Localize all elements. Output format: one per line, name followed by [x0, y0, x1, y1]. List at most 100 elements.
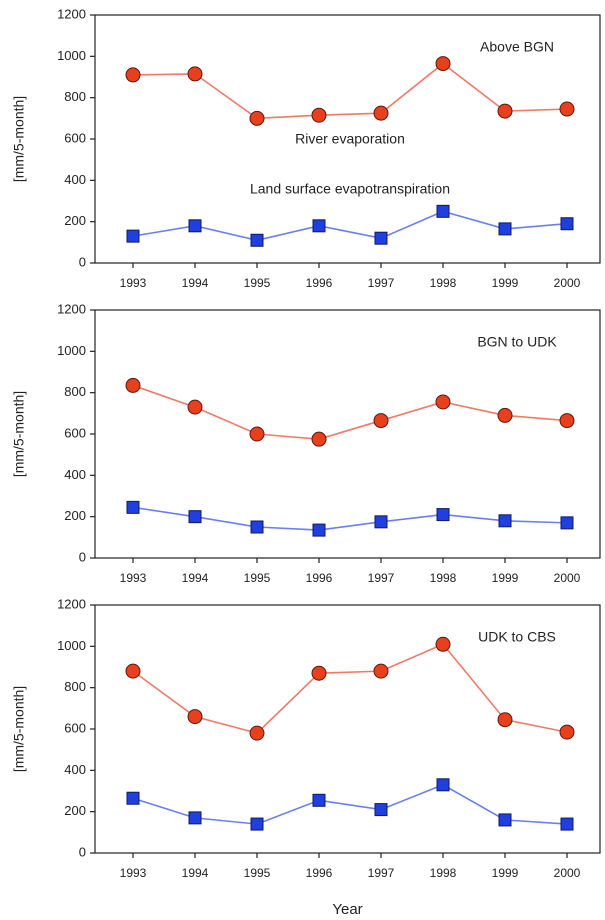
data-point: [559, 413, 575, 429]
data-point: [497, 712, 513, 728]
y-tick-label: 1200: [57, 6, 86, 21]
x-tick-label: 2000: [554, 276, 581, 290]
data-point: [373, 105, 389, 121]
y-tick-label: 600: [64, 720, 86, 735]
data-point: [125, 663, 141, 679]
series-line: [132, 62, 568, 120]
data-point: [126, 500, 140, 514]
y-tick-label: 1200: [57, 301, 86, 316]
x-tick-label: 1994: [182, 866, 209, 880]
y-tick-label: 800: [64, 384, 86, 399]
y-tick-label: 1000: [57, 638, 86, 653]
panel-title: BGN to UDK: [477, 334, 557, 350]
x-tick-label: 1999: [492, 866, 519, 880]
data-point: [312, 793, 326, 807]
data-point: [435, 56, 451, 72]
x-tick-label: 1995: [244, 276, 271, 290]
data-point: [311, 431, 327, 447]
x-tick-label: 1995: [244, 571, 271, 585]
data-point: [312, 523, 326, 537]
y-axis-label: [mm/5-month]: [11, 96, 27, 182]
series-line: [132, 783, 568, 825]
series-line: [132, 384, 568, 440]
x-tick-label: 2000: [554, 571, 581, 585]
x-axis-label: Year: [332, 901, 362, 918]
data-point: [374, 515, 388, 529]
x-tick-label: 1995: [244, 866, 271, 880]
data-point: [436, 778, 450, 792]
series-line: [132, 506, 568, 531]
x-tick-label: 2000: [554, 866, 581, 880]
y-tick-label: 200: [64, 508, 86, 523]
y-tick-label: 0: [79, 549, 86, 564]
data-point: [373, 663, 389, 679]
data-point: [125, 377, 141, 393]
data-point: [560, 217, 574, 231]
y-tick-label: 1000: [57, 48, 86, 63]
panel-title: UDK to CBS: [478, 629, 556, 645]
x-tick-label: 1993: [120, 571, 147, 585]
y-tick-label: 800: [64, 89, 86, 104]
data-point: [187, 66, 203, 82]
data-point: [188, 811, 202, 825]
x-tick-label: 1996: [306, 276, 333, 290]
panel-title: Above BGN: [480, 39, 554, 55]
x-tick-label: 1996: [306, 571, 333, 585]
data-point: [311, 665, 327, 681]
x-tick-label: 1998: [430, 571, 457, 585]
x-tick-label: 1998: [430, 866, 457, 880]
data-point: [497, 407, 513, 423]
x-tick-label: 1999: [492, 571, 519, 585]
data-point: [250, 817, 264, 831]
y-tick-label: 400: [64, 172, 86, 187]
data-point: [560, 817, 574, 831]
x-tick-label: 1993: [120, 866, 147, 880]
y-tick-label: 0: [79, 844, 86, 859]
data-point: [312, 219, 326, 233]
data-point: [126, 229, 140, 243]
data-point: [373, 413, 389, 429]
y-tick-label: 1000: [57, 343, 86, 358]
y-axis-label: [mm/5-month]: [11, 686, 27, 772]
y-tick-label: 400: [64, 762, 86, 777]
data-point: [435, 394, 451, 410]
data-point: [249, 426, 265, 442]
y-tick-label: 800: [64, 679, 86, 694]
data-point: [560, 516, 574, 530]
x-tick-label: 1998: [430, 276, 457, 290]
y-tick-label: 200: [64, 803, 86, 818]
data-point: [498, 813, 512, 827]
data-point: [250, 233, 264, 247]
data-point: [249, 725, 265, 741]
data-point: [187, 709, 203, 725]
data-point: [374, 231, 388, 245]
data-point: [187, 399, 203, 415]
data-point: [498, 222, 512, 236]
data-point: [126, 791, 140, 805]
x-tick-label: 1996: [306, 866, 333, 880]
data-point: [436, 508, 450, 522]
data-point: [188, 219, 202, 233]
series-label: Land surface evapotranspiration: [250, 181, 450, 197]
series-line: [132, 643, 568, 735]
y-tick-label: 200: [64, 213, 86, 228]
y-tick-label: 600: [64, 130, 86, 145]
series-line: [132, 210, 568, 242]
y-tick-label: 1200: [57, 596, 86, 611]
x-tick-label: 1997: [368, 276, 395, 290]
x-tick-label: 1993: [120, 276, 147, 290]
x-tick-label: 1994: [182, 571, 209, 585]
data-point: [311, 107, 327, 123]
data-point: [374, 803, 388, 817]
data-point: [435, 636, 451, 652]
data-point: [188, 510, 202, 524]
y-tick-label: 0: [79, 254, 86, 269]
data-point: [559, 724, 575, 740]
data-point: [125, 67, 141, 83]
data-point: [249, 110, 265, 126]
x-tick-label: 1994: [182, 276, 209, 290]
data-point: [559, 101, 575, 117]
y-tick-label: 600: [64, 425, 86, 440]
data-point: [498, 514, 512, 528]
